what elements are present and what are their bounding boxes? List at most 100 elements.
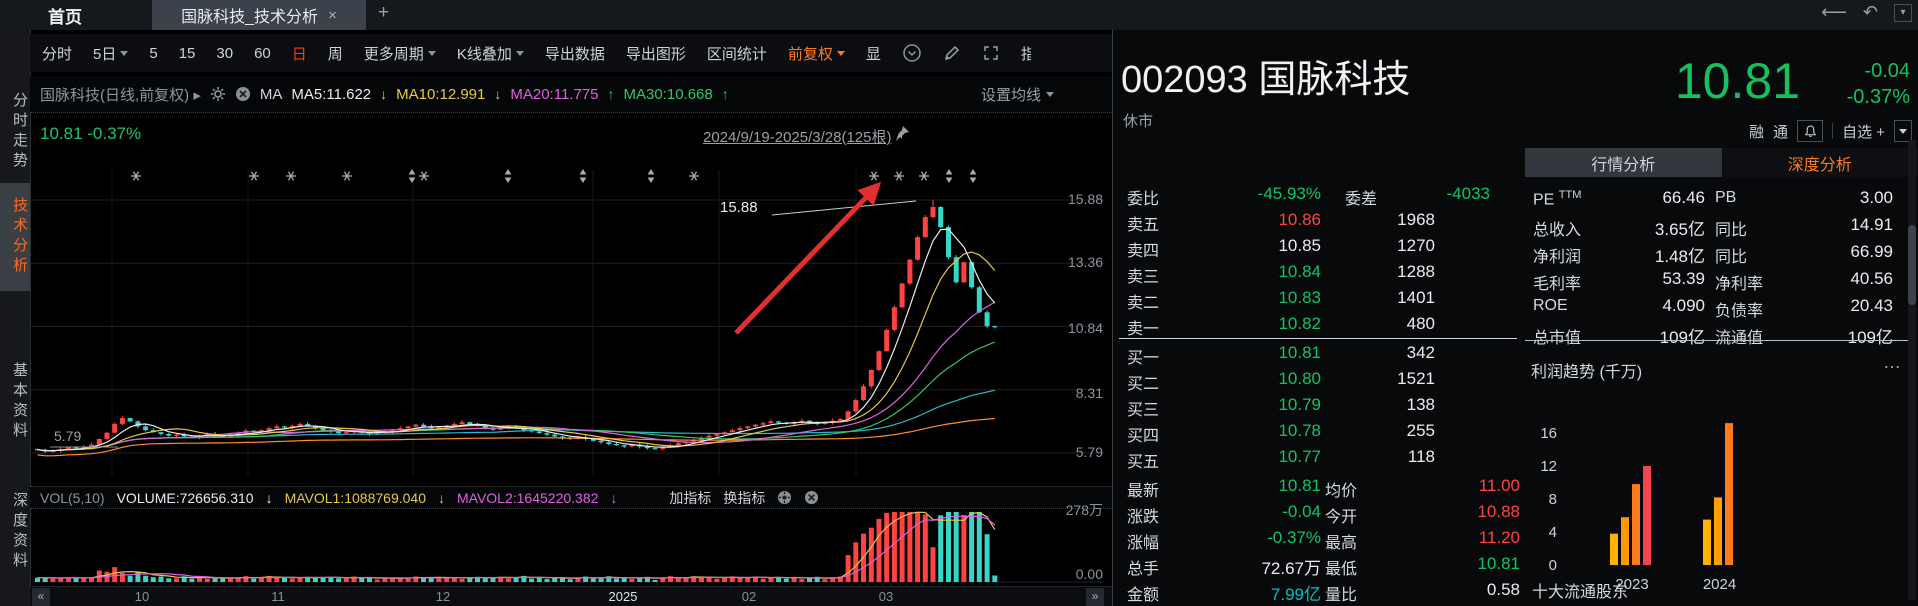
toolbar-range-stats[interactable]: 区间统计 <box>706 45 767 63</box>
close-circle-icon[interactable] <box>804 490 819 505</box>
fundamental-row: PE TTM 66.46 PB 3.00 <box>1533 188 1893 209</box>
volume-header: VOL(5,10) VOLUME:726656.310 ↓ MAVOL1:108… <box>30 486 1112 509</box>
circle-chevron-icon[interactable] <box>902 43 922 63</box>
toolbar-export-image[interactable]: 导出图形 <box>625 45 686 63</box>
tab-deep-analysis[interactable]: 深度分析 <box>1721 148 1918 177</box>
x-axis-tick: 03 <box>878 589 894 604</box>
x-axis-tick-year: 2025 <box>608 589 638 604</box>
fullscreen-icon[interactable] <box>982 44 1000 62</box>
new-tab-icon[interactable]: + <box>378 2 390 23</box>
stat-row: 总手 72.67万 最低 10.81 <box>1127 554 1520 578</box>
brush-icon[interactable] <box>943 44 961 62</box>
chevron-down-icon <box>1046 91 1054 97</box>
market-status: 休市 <box>1123 113 1154 130</box>
profit-trend-chart: 16 12 8 4 0 2023 2024 <box>1540 423 1736 593</box>
toolbar-forward-adjust[interactable]: 前复权 <box>788 43 845 64</box>
bid-row[interactable]: 买一 10.81 342 <box>1127 343 1435 367</box>
undo-icon[interactable]: ↶ <box>1862 2 1878 22</box>
svg-text:2024: 2024 <box>1703 576 1736 593</box>
chevron-down-icon <box>836 50 845 56</box>
ask-row[interactable]: 卖三 10.84 1288 <box>1127 262 1435 286</box>
bid-row[interactable]: 买四 10.78 255 <box>1127 421 1435 445</box>
volume-axis-min: 0.00 <box>1075 566 1103 582</box>
bid-row[interactable]: 买三 10.79 138 <box>1127 395 1435 419</box>
sidebar-item-technical[interactable]: 技术分析 <box>0 183 30 291</box>
bid-row[interactable]: 买二 10.80 1521 <box>1127 369 1435 393</box>
candlestick-chart[interactable]: 15.88 5.79 <box>30 115 1113 486</box>
sidebar-item-timeline[interactable]: 分时走势 <box>11 92 28 172</box>
gear-icon[interactable] <box>777 490 792 505</box>
last-price: 10.81 <box>1674 53 1800 109</box>
connect-link[interactable]: 通 <box>1773 123 1789 141</box>
chevron-down-icon[interactable]: ▾ <box>1894 3 1912 22</box>
weibi-label: 委比 <box>1127 191 1160 208</box>
tab-stock-analysis[interactable]: 国脉科技_技术分析 × <box>152 0 366 30</box>
svg-text:4: 4 <box>1549 524 1557 541</box>
switch-indicator-button[interactable]: 换指标 <box>723 489 766 506</box>
price-change: -0.04 <box>1864 60 1910 82</box>
scrollbar-thumb[interactable] <box>1908 225 1916 305</box>
toolbar-display[interactable]: 显 <box>865 45 881 63</box>
toolbar-60min[interactable]: 60 <box>254 44 271 62</box>
ma-settings-button[interactable]: 设置均线 <box>981 84 1054 105</box>
tab-home[interactable]: 首页 <box>48 8 82 27</box>
toolbar-kline-overlay[interactable]: K线叠加 <box>457 43 524 64</box>
time-axis: « 10 11 12 2025 02 03 » <box>30 586 1113 606</box>
more-icon[interactable]: … <box>1883 352 1903 372</box>
date-range-label[interactable]: 2024/9/19-2025/3/28(125根) <box>703 129 892 146</box>
top-holders-title[interactable]: 十大流通股东 <box>1532 584 1629 601</box>
toolbar-5day[interactable]: 5日 <box>93 43 129 64</box>
volume-down-arrow-icon: ↓ <box>265 489 273 506</box>
ma10-value: MA10:12.991 <box>396 85 486 103</box>
chevron-down-icon <box>120 50 129 56</box>
volume-chart[interactable] <box>30 510 1113 586</box>
quick-links-row: 融 通 自选 + <box>1749 120 1912 142</box>
ask-row[interactable]: 卖五 10.86 1968 <box>1127 210 1435 234</box>
ma20-value: MA20:11.775 <box>510 85 599 103</box>
stat-row: 涨幅 -0.37% 最高 11.20 <box>1127 528 1520 552</box>
pin-icon[interactable] <box>893 124 911 142</box>
chevron-down-icon[interactable] <box>1894 120 1912 142</box>
toolbar-export-data[interactable]: 导出数据 <box>544 45 605 63</box>
profit-trend-title: 利润趋势 (千万) <box>1531 364 1643 381</box>
add-indicator-button[interactable]: 加指标 <box>669 489 712 506</box>
toolbar-daily[interactable]: 日 <box>291 45 307 63</box>
sidebar-item-deep[interactable]: 深度资料 <box>11 492 28 572</box>
toolbar-weekly[interactable]: 周 <box>327 45 343 63</box>
quote-panel: 002093 国脉科技 休市 委比 -45.93% 委差 -4033 卖五 10.… <box>1113 30 1525 606</box>
x-axis-tick: 12 <box>435 589 451 604</box>
stat-row: 最新 10.81 均价 11.00 <box>1127 476 1520 500</box>
vol-indicator-label: VOL(5,10) <box>40 489 105 506</box>
toolbar-minute[interactable]: 分时 <box>42 45 73 63</box>
toolbar-15min[interactable]: 15 <box>178 44 196 62</box>
close-icon[interactable]: × <box>328 6 337 24</box>
close-circle-icon[interactable] <box>235 86 251 102</box>
y-axis-tick: 15.88 <box>1067 191 1103 207</box>
alert-bell-icon[interactable] <box>1797 120 1824 142</box>
mavol2-down-arrow-icon: ↓ <box>610 489 618 506</box>
ask-row[interactable]: 卖一 10.82 480 <box>1127 314 1435 338</box>
scroll-right-button[interactable]: » <box>1086 588 1104 606</box>
scroll-left-button[interactable]: « <box>32 588 50 606</box>
fundamental-row: ROE 4.090 负债率 20.43 <box>1533 296 1893 320</box>
svg-text:2023: 2023 <box>1615 576 1648 593</box>
scrollbar[interactable] <box>1908 140 1916 600</box>
gear-icon[interactable] <box>210 86 226 102</box>
sidebar-item-basic[interactable]: 基本资料 <box>11 362 28 442</box>
ask-row[interactable]: 卖二 10.83 1401 <box>1127 288 1435 312</box>
ask-row[interactable]: 卖四 10.85 1270 <box>1127 236 1435 260</box>
add-watchlist-button[interactable]: 自选 + <box>1842 123 1885 141</box>
chart-title[interactable]: 国脉科技(日线,前复权) ▸ <box>40 86 201 104</box>
chevron-down-icon <box>427 50 436 56</box>
bid-row[interactable]: 买五 10.77 118 <box>1127 447 1435 471</box>
current-price-label: 10.81 -0.37% <box>40 124 142 143</box>
toolbar-clipped-item[interactable]: 指 <box>1020 45 1031 63</box>
toolbar-5min[interactable]: 5 <box>149 44 158 62</box>
back-icon[interactable]: ⟵ <box>1821 2 1847 22</box>
margin-link[interactable]: 融 <box>1749 123 1765 141</box>
toolbar-30min[interactable]: 30 <box>216 44 234 62</box>
left-sidebar: 分时走势 技术分析 基本资料 深度资料 分 <box>0 30 31 606</box>
tab-market-analysis[interactable]: 行情分析 <box>1525 148 1722 177</box>
toolbar-more-periods[interactable]: 更多周期 <box>364 43 436 64</box>
chart-header: 国脉科技(日线,前复权) ▸ MA MA5:11.622 ↓ MA10:12.9… <box>30 76 1112 113</box>
